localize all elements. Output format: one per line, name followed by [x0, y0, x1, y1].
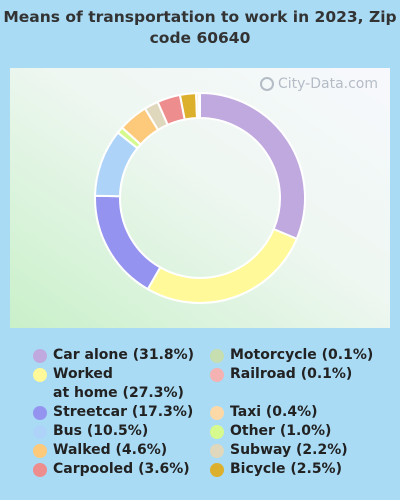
legend-label: Carpooled (3.6%): [53, 461, 190, 477]
magnifier-icon: [259, 77, 274, 91]
legend-item: Carpooled (3.6%): [33, 460, 190, 479]
donut-slice-11: [198, 91, 201, 120]
legend-label: Railroad (0.1%): [230, 366, 353, 382]
legend-item: Railroad (0.1%): [210, 365, 352, 384]
legend-swatch: [33, 406, 47, 420]
legend-swatch: [210, 406, 224, 420]
legend-item: Walked (4.6%): [33, 441, 167, 460]
legend-swatch: [33, 463, 47, 477]
legend-label: Worked at home (27.3%): [53, 366, 184, 401]
legend-item: Bicycle (2.5%): [210, 460, 342, 479]
legend-swatch: [210, 463, 224, 477]
legend-label: Walked (4.6%): [53, 442, 168, 458]
donut-slice-0: [199, 91, 306, 241]
legend-swatch: [210, 425, 224, 439]
legend-label: Bicycle (2.5%): [230, 461, 342, 477]
donut-slice-2: [94, 194, 162, 291]
legend-item: Bus (10.5%): [33, 422, 148, 441]
legend-label: Bus (10.5%): [53, 423, 149, 439]
legend-swatch: [33, 425, 47, 439]
legend-label: Other (1.0%): [230, 423, 332, 439]
legend-swatch: [33, 444, 47, 458]
donut-chart: [94, 91, 306, 304]
watermark: City-Data.com: [259, 76, 378, 92]
legend-swatch: [210, 349, 224, 363]
legend-item: Subway (2.2%): [210, 441, 348, 460]
legend-label: Subway (2.2%): [230, 442, 348, 458]
chart-title: Means of transportation to work in 2023,…: [3, 8, 397, 47]
legend-item: Streetcar (17.3%): [33, 403, 193, 422]
legend: Car alone (31.8%) Worked at home (27.3%) S…: [0, 346, 400, 496]
legend-swatch: [210, 368, 224, 382]
legend-label: Taxi (0.4%): [230, 404, 318, 420]
legend-label: Motorcycle (0.1%): [230, 347, 374, 363]
legend-item: Taxi (0.4%): [210, 403, 318, 422]
legend-item: Car alone (31.8%): [33, 346, 194, 365]
donut-slice-1: [146, 227, 299, 304]
legend-swatch: [33, 349, 47, 363]
legend-swatch: [33, 368, 47, 382]
legend-item: Other (1.0%): [210, 422, 331, 441]
legend-label: Streetcar (17.3%): [53, 404, 194, 420]
legend-swatch: [210, 444, 224, 458]
watermark-text: City-Data.com: [277, 76, 378, 92]
legend-item: Worked at home (27.3%): [33, 365, 184, 403]
legend-item: Motorcycle (0.1%): [210, 346, 373, 365]
legend-label: Car alone (31.8%): [53, 347, 195, 363]
